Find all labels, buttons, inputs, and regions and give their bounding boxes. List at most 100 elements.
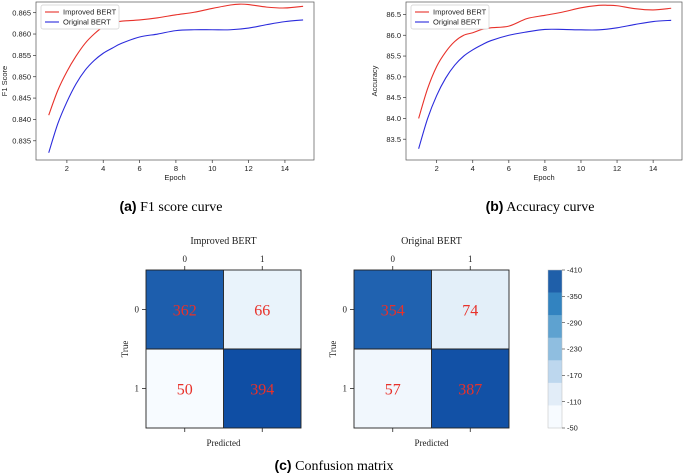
cm-original-y-tick-label: 0 [343, 305, 348, 315]
accuracy-chart: 2 4 6 8 10 12 14 83.5 84.0 84.5 85.0 85.5 86.0 86.5 Ep… [370, 1, 683, 182]
acc-x-axis-label: Epoch [533, 173, 554, 182]
acc-y-tick-label: 84.0 [386, 114, 401, 123]
f1-y-tick-label: 0.865 [12, 8, 31, 17]
f1-x-tick-label: 6 [137, 164, 141, 173]
acc-y-tick-label: 85.5 [386, 52, 401, 61]
cm-improved-y-tick-label: 0 [135, 305, 140, 315]
cm-original-cell [431, 349, 509, 428]
caption-b-label: (b) [486, 198, 504, 214]
colorbar-tick-label: -110 [567, 397, 581, 406]
f1-x-axis-label: Epoch [164, 173, 185, 182]
cm-improved-cell [223, 349, 301, 428]
acc-y-axis-label: Accuracy [370, 65, 379, 96]
colorbar: -410 -350 -290 -230 -170 -110 -50 [547, 266, 582, 433]
colorbar-tick-label: -50 [567, 424, 578, 433]
f1-series-line-improved [48, 3, 304, 116]
cm-original-cell-value: 387 [458, 382, 482, 399]
colorbar-segment [548, 270, 562, 293]
colorbar-segment [548, 382, 562, 406]
cm-improved-cell-value: 66 [254, 303, 270, 320]
colorbar-segment [548, 360, 562, 384]
cm-improved-x-tick-label: 1 [260, 254, 265, 264]
acc-x-tick-label: 8 [543, 164, 547, 173]
acc-legend-label: Original BERT [433, 18, 481, 27]
acc-series-line-original [418, 19, 672, 149]
cm-improved-title: Improved BERT [190, 236, 256, 247]
acc-x-tick-label: 10 [577, 164, 585, 173]
f1-x-tick-label: 8 [174, 164, 178, 173]
f1-series-line-original [48, 19, 304, 153]
colorbar-tick-label: -230 [567, 345, 582, 354]
cm-improved-cell-value: 50 [177, 382, 193, 399]
acc-y-tick-label: 84.5 [386, 93, 401, 102]
cm-original-x-tick-label: 1 [468, 254, 473, 264]
caption-a-text: F1 score curve [137, 200, 223, 215]
cm-improved-y-axis-label: True [120, 341, 130, 358]
caption-b: (b) Accuracy curve [486, 198, 595, 215]
caption-a-label: (a) [119, 198, 136, 214]
f1-y-axis-label: F1 Score [0, 66, 9, 96]
colorbar-segment [548, 405, 562, 429]
cm-original-cell-value: 74 [462, 303, 478, 320]
acc-series-line-improved [418, 4, 672, 119]
caption-c: (c) Confusion matrix [274, 457, 393, 474]
colorbar-segment [548, 292, 562, 316]
caption-c-text: Confusion matrix [292, 459, 394, 474]
colorbar-tick-label: -170 [567, 371, 582, 380]
colorbar-segment [548, 315, 562, 339]
f1-x-tick-label: 4 [101, 164, 105, 173]
colorbar-tick-label: -290 [567, 318, 582, 327]
f1-y-tick-label: 0.835 [12, 136, 31, 145]
colorbar-tick-label: -350 [567, 292, 582, 301]
f1-plot-frame [35, 1, 315, 161]
cm-original-y-axis-label: True [328, 341, 338, 358]
colorbar-tick-label: -410 [567, 266, 582, 275]
acc-y-tick-label: 83.5 [386, 135, 401, 144]
caption-b-text: Accuracy curve [503, 200, 594, 215]
acc-x-tick-label: 14 [649, 164, 657, 173]
f1-legend-box [40, 4, 120, 30]
f1-y-tick-label: 0.850 [12, 72, 31, 81]
f1-x-tick-label: 10 [208, 164, 216, 173]
confusion-matrix-improved: Improved BERT 362 66 50 394 0 1 0 1 Predicted True [120, 236, 302, 448]
cm-improved-cell [146, 349, 224, 428]
f1-y-tick-label: 0.845 [12, 94, 31, 103]
f1-legend-label: Improved BERT [63, 8, 117, 17]
caption-a: (a) F1 score curve [119, 198, 222, 215]
cm-improved-cell-value: 362 [173, 303, 197, 320]
colorbar-segment [548, 337, 562, 361]
f1-x-tick-label: 14 [281, 164, 289, 173]
acc-x-tick-label: 12 [613, 164, 621, 173]
cm-original-y-tick-label: 1 [343, 384, 348, 394]
acc-x-tick-label: 4 [471, 164, 475, 173]
cm-original-cell [354, 349, 432, 428]
cm-original-x-axis-label: Predicted [415, 438, 449, 448]
cm-improved-x-tick-label: 0 [183, 254, 188, 264]
cm-original-x-tick-label: 0 [391, 254, 396, 264]
acc-y-tick-label: 86.0 [386, 31, 401, 40]
cm-original-cell [431, 270, 509, 349]
f1-x-tick-label: 2 [65, 164, 69, 173]
acc-legend-box [410, 4, 490, 30]
confusion-matrix-original: Original BERT 354 74 57 387 0 1 0 1 Predicted True [328, 236, 510, 448]
caption-c-label: (c) [274, 457, 291, 473]
acc-x-tick-label: 2 [435, 164, 439, 173]
f1-y-tick-label: 0.840 [12, 115, 31, 124]
cm-improved-cell [223, 270, 301, 349]
cm-original-title: Original BERT [401, 236, 462, 247]
cm-improved-cell [146, 270, 224, 349]
acc-x-tick-label: 6 [507, 164, 511, 173]
f1-y-tick-label: 0.860 [12, 30, 31, 39]
acc-y-tick-label: 86.5 [386, 10, 401, 19]
f1-legend-label: Original BERT [63, 18, 111, 27]
f1-y-tick-label: 0.855 [12, 51, 31, 60]
f1-score-chart: 2 4 6 8 10 12 14 0.835 0.840 0.845 0.850 0.855 0.860… [0, 1, 315, 182]
acc-plot-frame [405, 1, 683, 161]
cm-original-cell-value: 354 [381, 303, 405, 320]
cm-original-cell-value: 57 [385, 382, 401, 399]
acc-legend-label: Improved BERT [433, 8, 487, 17]
cm-improved-x-axis-label: Predicted [207, 438, 241, 448]
cm-improved-y-tick-label: 1 [135, 384, 140, 394]
cm-improved-cell-value: 394 [250, 382, 274, 399]
